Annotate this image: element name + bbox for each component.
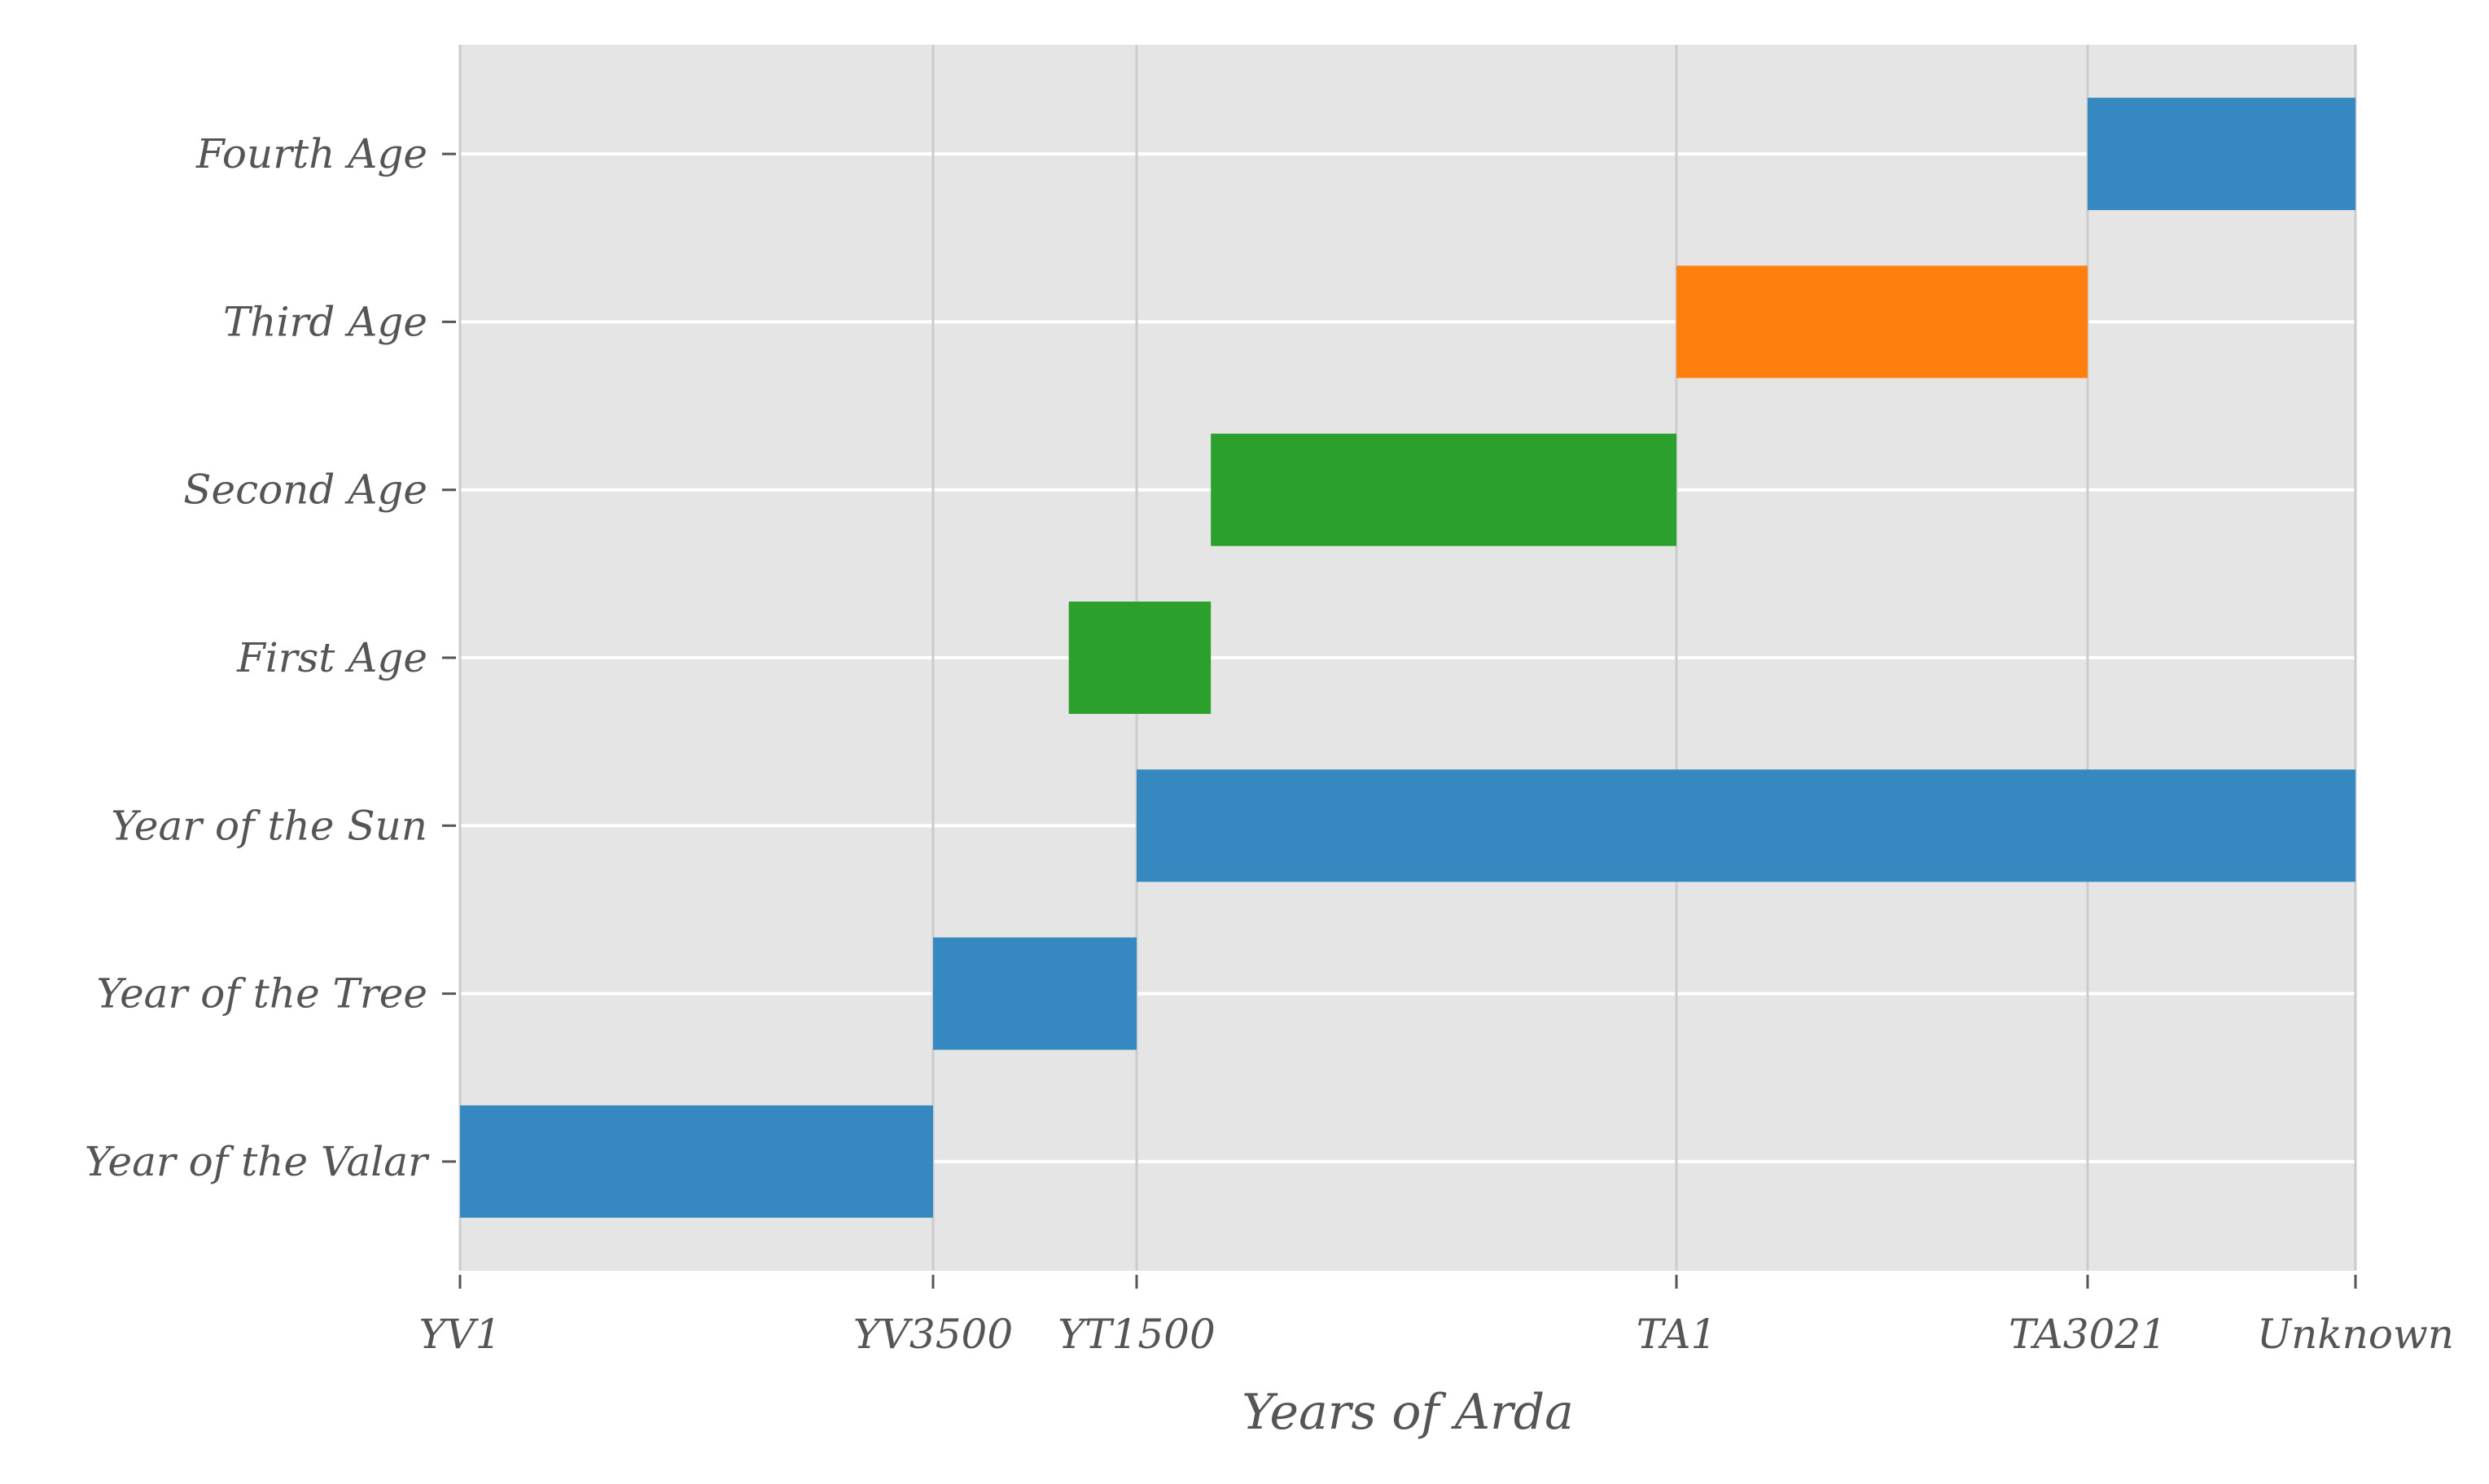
bar-year-of-the-tree [933,937,1137,1050]
bar-third-age [1676,265,2088,379]
bars-layer [460,98,2355,1218]
y-tick-label: Year of the Valar [85,1138,430,1185]
y-tick-label: Year of the Sun [111,802,427,849]
y-tick-label: Year of the Tree [96,970,427,1018]
x-tick-label: YV1 [419,1311,502,1358]
y-tick-label: Fourth Age [195,130,427,177]
x-tick-label: TA3021 [2009,1311,2167,1358]
bar-first-age [1068,602,1212,714]
y-axis: Year of the Valar Year of the Tree Year of… [85,130,456,1185]
x-axis: YV1 YV3500 YT1500 TA1 TA3021 Unknown [419,1275,2454,1358]
y-tick-label: Third Age [223,298,427,345]
x-tick-label: TA1 [1637,1311,1717,1358]
x-tick-label: YV3500 [853,1311,1013,1358]
bar-second-age [1211,433,1676,546]
x-tick-label: Unknown [2257,1311,2454,1358]
bar-year-of-the-valar [460,1105,933,1218]
bar-year-of-the-sun [1137,769,2355,882]
bar-fourth-age [2088,98,2355,211]
x-tick-label: YT1500 [1058,1311,1216,1358]
x-axis-label: Years of Arda [1242,1384,1574,1441]
y-tick-label: Second Age [183,466,427,514]
y-tick-label: First Age [236,634,427,681]
